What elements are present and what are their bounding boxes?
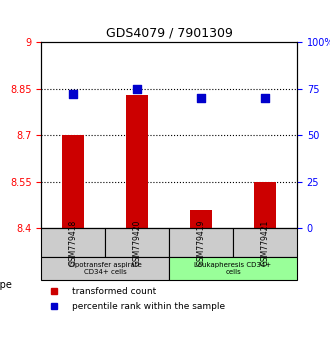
FancyBboxPatch shape xyxy=(233,228,297,257)
Point xyxy=(71,92,76,97)
Text: GSM779418: GSM779418 xyxy=(69,219,78,266)
Point xyxy=(198,95,204,101)
Point xyxy=(135,86,140,92)
Bar xyxy=(254,182,276,228)
Text: cell type: cell type xyxy=(0,280,12,291)
FancyBboxPatch shape xyxy=(169,257,297,280)
Bar xyxy=(190,210,212,228)
FancyBboxPatch shape xyxy=(41,228,105,257)
Point xyxy=(262,95,268,101)
FancyBboxPatch shape xyxy=(105,228,169,257)
Text: GSM779420: GSM779420 xyxy=(133,219,142,266)
FancyBboxPatch shape xyxy=(169,228,233,257)
Text: Lipotransfer aspirate
CD34+ cells: Lipotransfer aspirate CD34+ cells xyxy=(69,262,142,275)
Text: transformed count: transformed count xyxy=(72,287,156,296)
FancyBboxPatch shape xyxy=(41,257,169,280)
Text: GSM779421: GSM779421 xyxy=(260,219,270,266)
Bar xyxy=(126,95,148,228)
Text: percentile rank within the sample: percentile rank within the sample xyxy=(72,302,225,311)
Bar xyxy=(62,135,84,228)
Text: Leukapheresis CD34+
cells: Leukapheresis CD34+ cells xyxy=(194,262,272,275)
Text: GSM779419: GSM779419 xyxy=(197,219,206,266)
Title: GDS4079 / 7901309: GDS4079 / 7901309 xyxy=(106,27,233,40)
